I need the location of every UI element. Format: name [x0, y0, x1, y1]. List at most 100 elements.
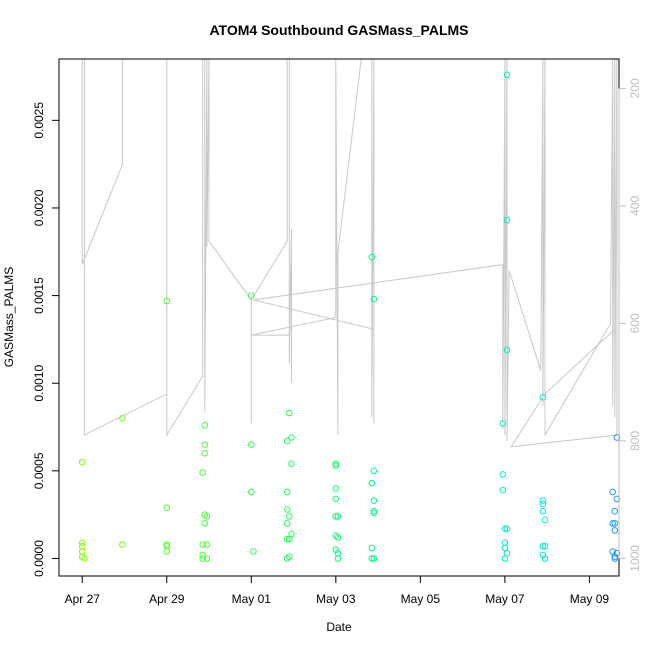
- data-point: [332, 532, 340, 540]
- data-point: [163, 548, 171, 555]
- data-point: [332, 546, 340, 554]
- data-point: [201, 450, 209, 457]
- data-point: [334, 513, 342, 520]
- data-point: [611, 507, 619, 515]
- data-point: [541, 542, 549, 550]
- data-point: [501, 539, 509, 547]
- data-point: [248, 441, 255, 448]
- data-point: [503, 549, 511, 557]
- data-point: [332, 462, 340, 469]
- data-point: [611, 520, 619, 527]
- data-point: [539, 497, 547, 504]
- data-point: [332, 513, 340, 520]
- data-point: [119, 415, 126, 422]
- y-tick-label: 0.0010: [32, 365, 46, 402]
- data-point: [370, 497, 378, 504]
- x-tick-label: May 09: [570, 592, 610, 606]
- altitude-track-line: [81, 58, 618, 448]
- x-tick-label: May 01: [232, 592, 272, 606]
- data-point: [288, 530, 295, 538]
- data-point: [609, 488, 617, 496]
- data-point: [539, 551, 547, 559]
- data-point: [541, 516, 549, 524]
- x-axis-label: Date: [326, 620, 352, 634]
- data-point: [286, 553, 293, 561]
- data-point: [199, 551, 206, 559]
- data-point: [250, 548, 257, 555]
- data-point: [286, 535, 293, 543]
- y-axis-label: GASMass_PALMS: [2, 267, 16, 367]
- data-point: [286, 513, 293, 520]
- data-point: [368, 253, 376, 261]
- data-point: [288, 434, 295, 441]
- secondary-y-tick-label: 600: [628, 313, 642, 333]
- data-point: [611, 555, 619, 562]
- data-point: [248, 292, 255, 299]
- x-tick-label: May 03: [316, 592, 356, 606]
- data-point: [332, 485, 340, 492]
- y-tick-label: 0.0005: [32, 452, 46, 489]
- x-tick-label: May 07: [485, 592, 525, 606]
- data-point: [334, 555, 342, 562]
- data-point: [199, 469, 206, 476]
- y-tick-label: 0.0000: [32, 540, 46, 577]
- data-point: [368, 479, 376, 487]
- data-point: [248, 488, 255, 496]
- data-point: [611, 527, 619, 534]
- data-point: [332, 460, 340, 468]
- data-point: [499, 420, 507, 427]
- data-point: [501, 555, 509, 562]
- data-point: [503, 525, 511, 533]
- data-point: [78, 542, 86, 550]
- data-point: [539, 393, 547, 401]
- data-point: [163, 504, 171, 512]
- data-point: [503, 216, 511, 224]
- data-point: [334, 534, 342, 541]
- data-point: [163, 297, 171, 305]
- data-point: [370, 555, 378, 562]
- data-point: [283, 506, 291, 513]
- data-point: [201, 422, 209, 429]
- data-point: [501, 525, 509, 533]
- data-point: [611, 553, 619, 561]
- data-point: [78, 458, 86, 466]
- data-point: [286, 409, 293, 417]
- data-points-layer: [78, 71, 621, 562]
- x-tick-label: Apr 29: [149, 592, 185, 606]
- data-point: [539, 542, 547, 550]
- data-point: [201, 441, 209, 448]
- x-tick-label: May 05: [401, 592, 441, 606]
- data-point: [81, 555, 88, 562]
- data-point: [613, 434, 621, 441]
- data-point: [199, 541, 206, 548]
- data-point: [609, 520, 617, 527]
- y-tick-label: 0.0020: [32, 189, 46, 226]
- secondary-y-tick-label: 1000: [628, 545, 642, 572]
- data-point: [199, 555, 206, 562]
- data-point: [283, 535, 291, 543]
- data-point: [203, 541, 211, 548]
- data-point: [203, 555, 211, 562]
- data-point: [201, 511, 209, 519]
- axes-layer: Apr 27 Apr 29 May 01 May 03 May 05 May 07 May …: [32, 58, 642, 606]
- y-tick-label: 0.0025: [32, 102, 46, 139]
- data-point: [503, 71, 511, 79]
- altitude-track-layer: [81, 58, 618, 448]
- y-tick-label: 0.0015: [32, 277, 46, 314]
- data-point: [283, 555, 291, 562]
- secondary-y-tick-label: 200: [628, 78, 642, 98]
- data-point: [370, 467, 378, 475]
- data-point: [370, 295, 378, 303]
- data-point: [539, 507, 547, 515]
- data-point: [613, 495, 621, 503]
- data-point: [78, 539, 86, 547]
- data-point: [368, 555, 376, 562]
- data-point: [541, 555, 549, 562]
- data-point: [283, 437, 291, 445]
- data-point: [332, 495, 340, 503]
- data-point: [503, 346, 511, 354]
- data-point: [201, 520, 209, 527]
- data-point: [368, 544, 376, 552]
- x-tick-label: Apr 27: [65, 592, 101, 606]
